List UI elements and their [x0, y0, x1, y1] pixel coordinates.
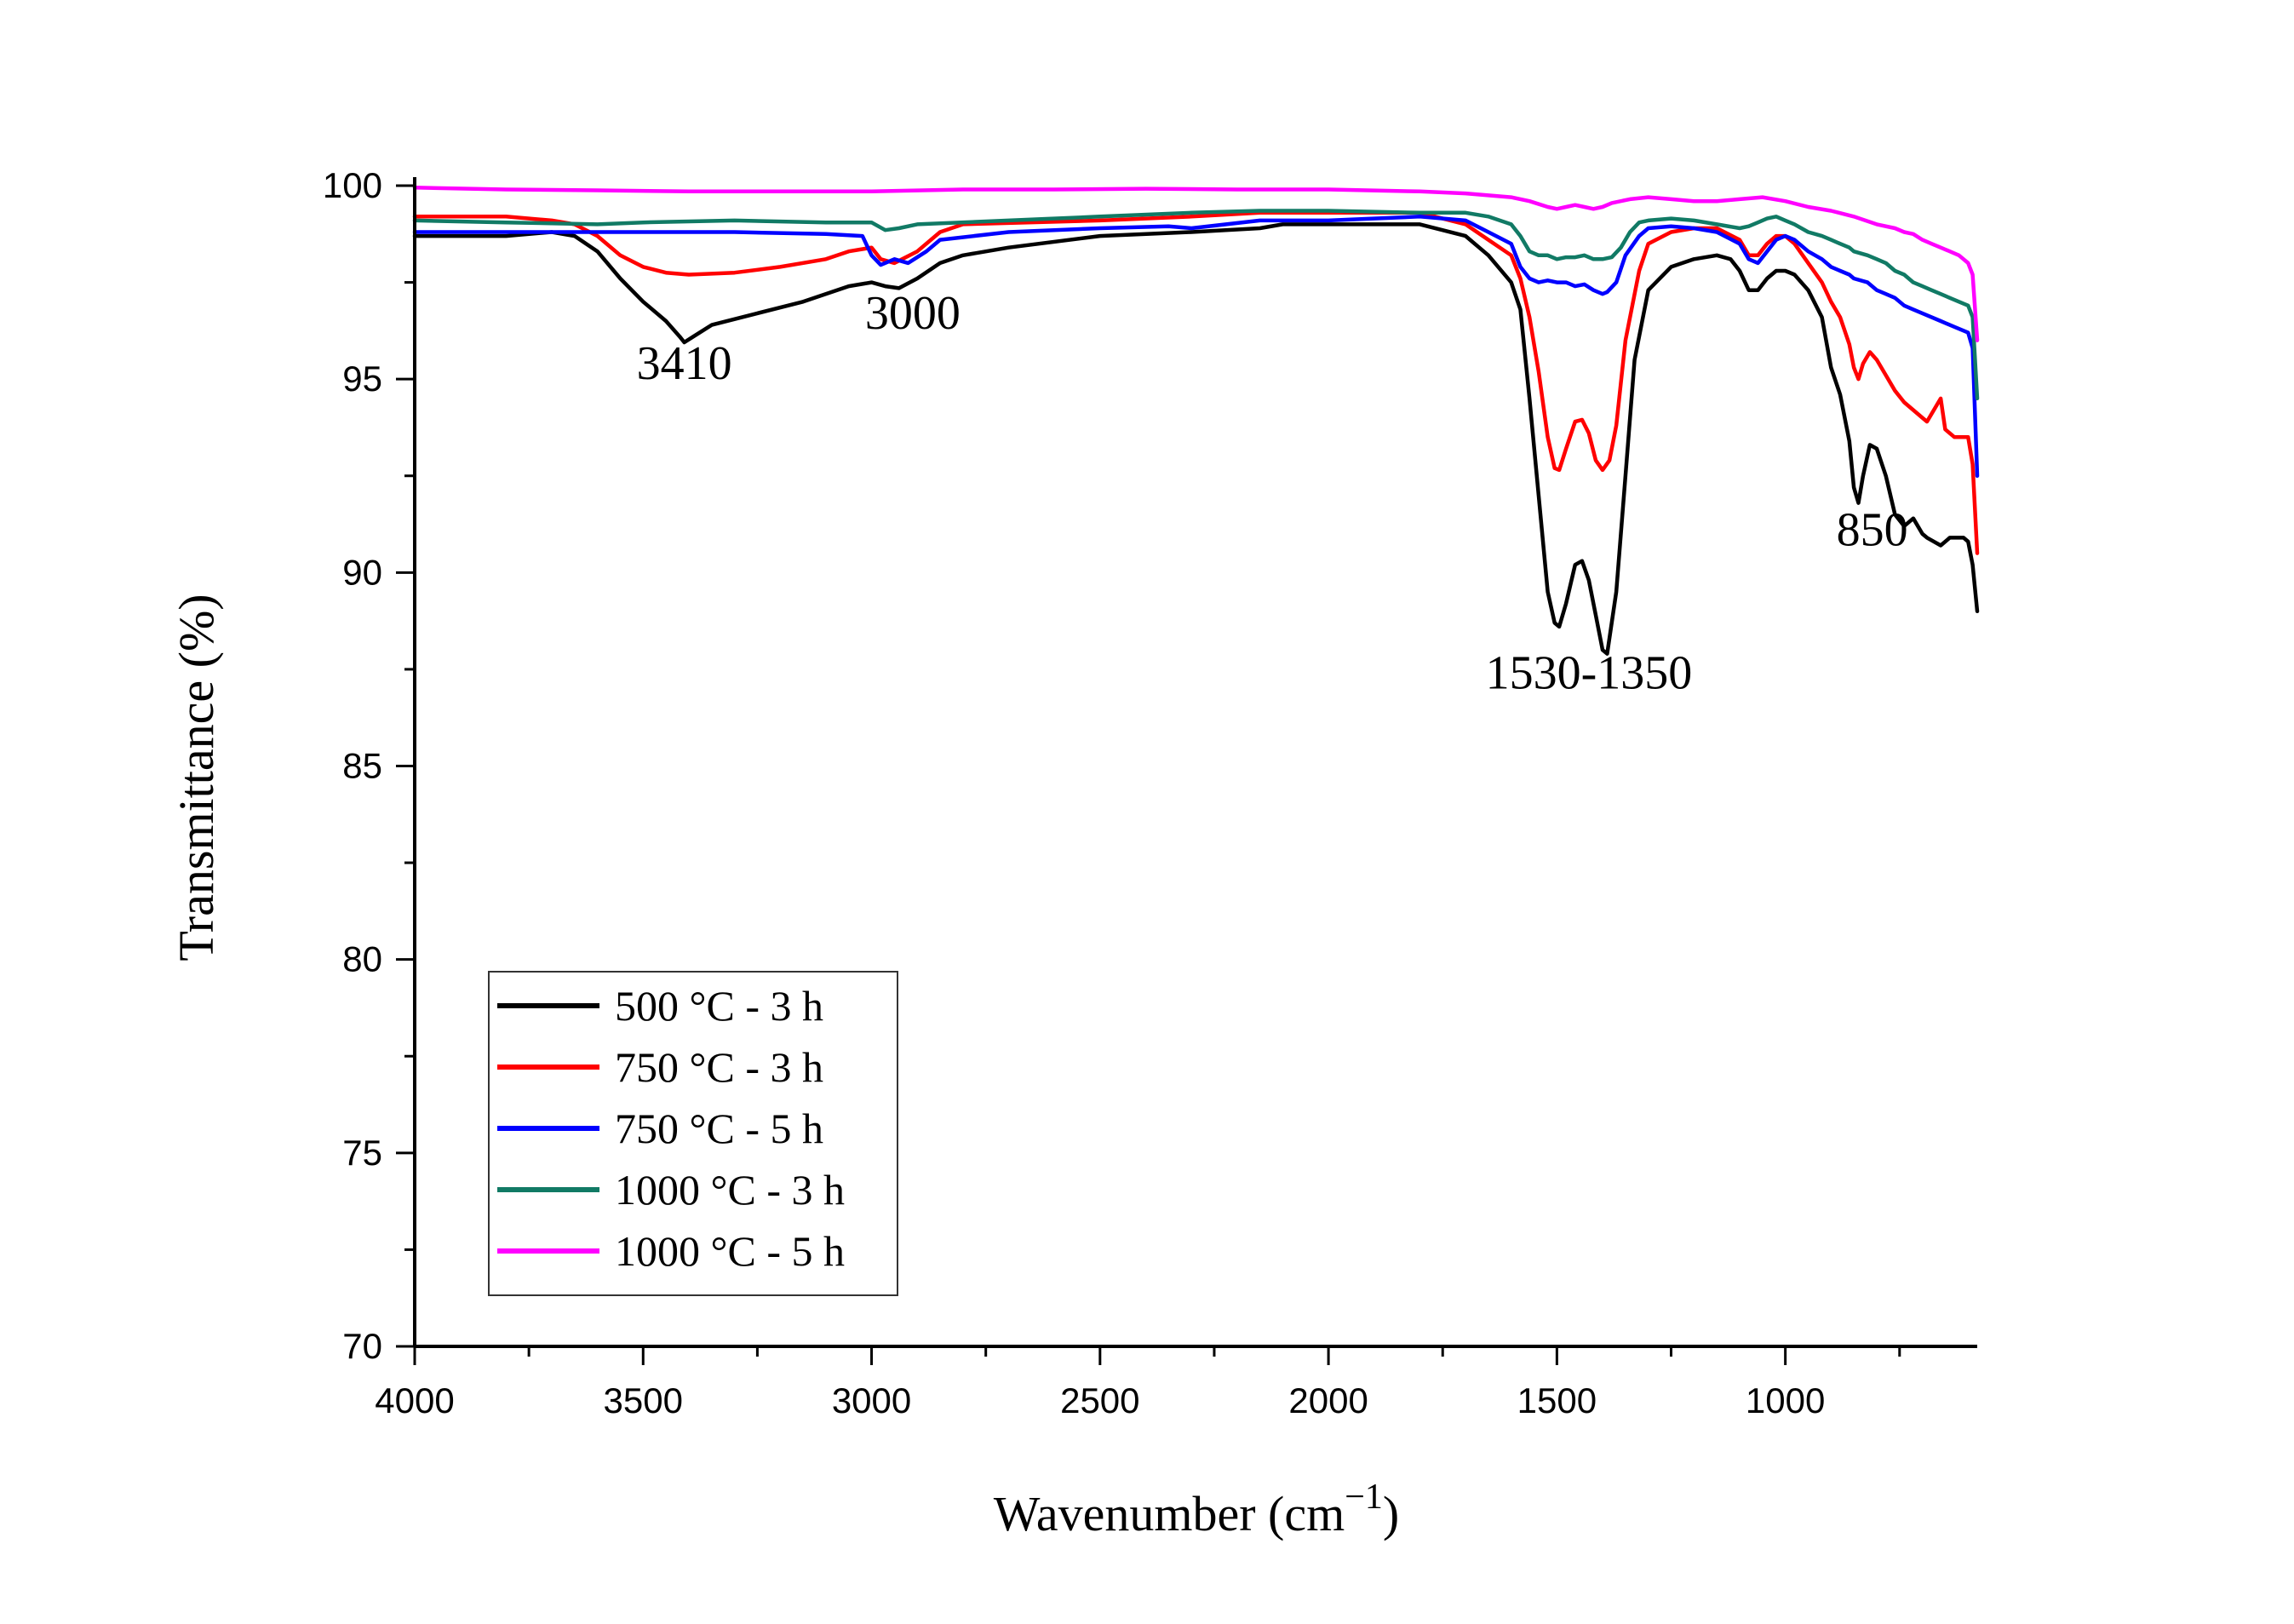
legend-label-3: 1000 °C - 3 h — [615, 1166, 845, 1214]
y-tick-label: 90 — [342, 552, 382, 592]
peak-annotation: 3410 — [637, 337, 732, 390]
peak-annotation: 3000 — [865, 287, 961, 340]
series-line-4 — [412, 186, 1980, 342]
peak-annotation: 1530-1350 — [1486, 647, 1693, 700]
x-axis-title-superscript: −1 — [1345, 1478, 1383, 1517]
axes-layer: 4000 3500 3000 2500 2000 1500 1000 70 75 80 85 90 95… — [323, 165, 1977, 1420]
x-tick-label: 1500 — [1517, 1380, 1597, 1420]
x-tick-label: 3500 — [604, 1380, 683, 1420]
x-tick-label: 1000 — [1746, 1380, 1825, 1420]
annotation-layer: 3410 3000 1530-1350 850 — [637, 287, 1908, 700]
x-tick-label: 2500 — [1060, 1380, 1139, 1420]
peak-annotation: 850 — [1837, 504, 1908, 557]
series-layer — [412, 186, 1980, 656]
y-tick-label: 85 — [342, 746, 382, 786]
y-tick-label: 95 — [342, 359, 382, 399]
legend-label-1: 750 °C - 3 h — [615, 1043, 823, 1091]
x-axis-title: Wavenumber (cm−1) — [994, 1478, 1399, 1541]
series-line-3 — [412, 209, 1980, 401]
legend-label-4: 1000 °C - 5 h — [615, 1227, 845, 1275]
series-line-1 — [412, 210, 1980, 555]
series-line-0 — [412, 222, 1980, 656]
legend-label-0: 500 °C - 3 h — [615, 982, 823, 1030]
y-tick-label: 100 — [323, 165, 382, 205]
y-tick-label: 70 — [342, 1326, 382, 1366]
series-line-2 — [412, 215, 1980, 479]
legend: 500 °C - 3 h 750 °C - 3 h 750 °C - 5 h 1000… — [488, 971, 898, 1296]
x-tick-label: 4000 — [375, 1380, 454, 1420]
x-axis-title-close: ) — [1383, 1486, 1399, 1541]
y-tick-label: 80 — [342, 939, 382, 979]
y-axis-title: Transmittance (%) — [169, 594, 224, 961]
y-tick-label: 75 — [342, 1133, 382, 1173]
legend-box — [488, 971, 898, 1296]
x-axis-title-main: Wavenumber (cm — [994, 1486, 1345, 1541]
x-tick-label: 2000 — [1288, 1380, 1368, 1420]
x-tick-label: 3000 — [832, 1380, 911, 1420]
legend-label-2: 750 °C - 5 h — [615, 1105, 823, 1152]
